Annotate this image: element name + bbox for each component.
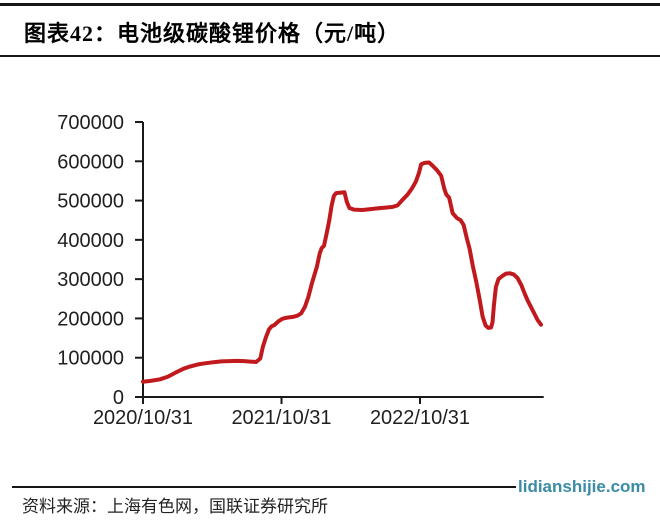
y-tick-label: 0 (113, 387, 124, 409)
source-note: 资料来源：上海有色网，国联证券研究所 (22, 497, 328, 516)
figure-title: 图表42：电池级碳酸锂价格（元/吨） (24, 21, 401, 46)
footer-divider (12, 486, 516, 488)
y-tick-label: 500000 (57, 191, 124, 213)
price-line (141, 160, 543, 384)
title-divider (0, 55, 660, 57)
x-tick-label: 2020/10/31 (93, 407, 193, 429)
y-tick-label: 300000 (57, 269, 124, 291)
x-tick-label: 2022/10/31 (370, 407, 470, 429)
y-tick-label: 200000 (57, 308, 124, 330)
watermark-text: lidianshijie.com (518, 477, 646, 496)
top-divider (0, 3, 660, 6)
y-tick-label: 600000 (57, 151, 124, 173)
y-tick-label: 100000 (57, 348, 124, 370)
y-tick-label: 400000 (57, 230, 124, 252)
x-tick-label: 2021/10/31 (231, 407, 331, 429)
y-tick-label: 700000 (57, 112, 124, 134)
axes (142, 122, 544, 398)
